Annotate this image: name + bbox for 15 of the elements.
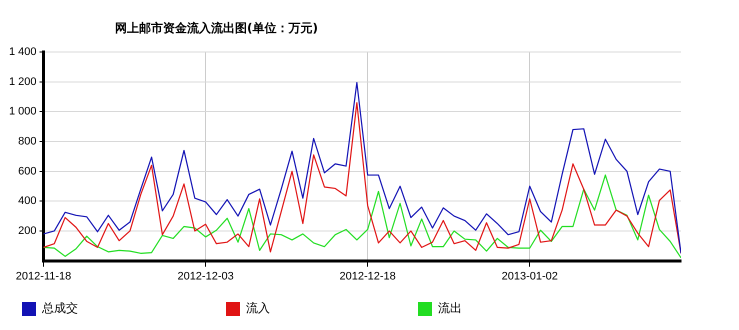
legend-label: 总成交 xyxy=(41,301,210,316)
legend-label: 流出 xyxy=(438,301,594,316)
x-tick-label: 2012-11-18 xyxy=(16,270,72,282)
y-tick-label: 600 xyxy=(18,165,37,178)
x-tick-label: 2012-12-18 xyxy=(340,270,396,282)
chart-title: 网上邮市资金流入流出图(单位：万元) xyxy=(115,20,318,37)
x-tick-label: 2012-12-03 xyxy=(177,270,234,282)
x-tick-label: 2013-01-02 xyxy=(502,270,558,282)
y-tick-label: 200 xyxy=(18,225,37,238)
y-tick-label: 800 xyxy=(18,136,37,148)
y-tick-label: 400 xyxy=(18,195,37,208)
y-tick-label: 1 000 xyxy=(8,106,37,118)
y-tick-label: 1 400 xyxy=(8,46,37,58)
y-tick-label: 1 200 xyxy=(8,76,37,88)
legend-label: 流入 xyxy=(246,301,402,316)
